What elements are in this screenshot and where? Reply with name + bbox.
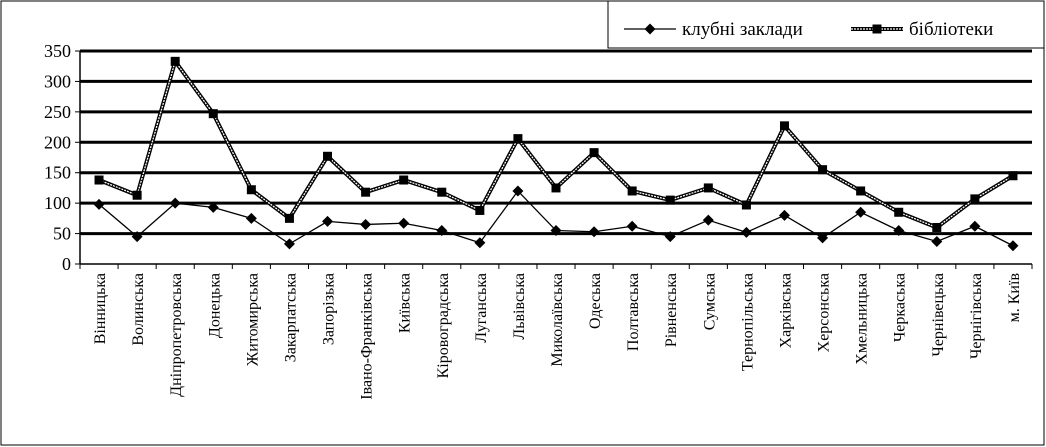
series-markers [93, 56, 1019, 252]
x-tick-label: Рівненська [663, 273, 680, 347]
data-point [894, 207, 904, 217]
data-point [436, 225, 448, 237]
data-point [1008, 171, 1018, 181]
x-tick-label: Харківська [777, 273, 794, 348]
data-point [1007, 240, 1019, 252]
x-tick-label: Черкаська [892, 273, 909, 342]
data-point [94, 175, 104, 185]
data-point [322, 215, 334, 227]
data-point [170, 56, 180, 66]
data-point [932, 222, 942, 232]
x-tick-label: Київська [397, 273, 414, 333]
y-tick-label: 100 [44, 193, 71, 213]
y-tick-label: 0 [62, 254, 71, 274]
gridlines [80, 49, 1032, 236]
x-tick-label: Луганська [473, 273, 490, 343]
y-tick-label: 300 [44, 71, 71, 91]
data-point [93, 198, 105, 210]
y-tick-label: 150 [44, 163, 71, 183]
x-tick-label: Одеська [587, 273, 604, 329]
data-point [551, 183, 561, 193]
data-point [703, 183, 713, 193]
x-tick-label: Чернігівська [968, 273, 985, 359]
data-point [474, 237, 486, 249]
legend-label: клубні заклади [682, 19, 803, 40]
data-point [169, 197, 181, 209]
data-point [702, 214, 714, 226]
data-point [323, 151, 333, 161]
y-tick-label: 50 [53, 224, 71, 244]
data-point [283, 238, 295, 250]
x-tick-label: Запорізька [321, 273, 338, 345]
data-point [741, 200, 751, 210]
data-point [513, 134, 523, 144]
data-point [818, 165, 828, 175]
legend: клубні заклади бібліотеки [607, 0, 1045, 49]
data-point [284, 213, 294, 223]
data-point [589, 148, 599, 158]
data-point [740, 226, 752, 238]
data-point [893, 225, 905, 237]
data-point [627, 186, 637, 196]
data-point [475, 205, 485, 215]
data-point [856, 186, 866, 196]
legend-marker [872, 24, 882, 34]
data-point [550, 225, 562, 237]
data-point [437, 187, 447, 197]
data-point [778, 209, 790, 221]
data-point [664, 231, 676, 243]
x-tick-label: Сумська [701, 273, 718, 330]
data-point [360, 218, 372, 230]
data-point [208, 109, 218, 119]
x-tick-label: Донецька [206, 273, 223, 338]
x-tick-label: Миколаївська [549, 273, 566, 367]
axes [75, 50, 1033, 269]
data-point [665, 195, 675, 205]
x-tick-label: Полтавська [625, 273, 642, 351]
x-tick-label: Херсонська [816, 273, 833, 352]
y-tick-label: 350 [44, 41, 71, 61]
x-tick-label: Вінницька [92, 273, 109, 344]
y-tick-label: 250 [44, 102, 71, 122]
data-point [817, 232, 829, 244]
legend-label: бібліотеки [909, 19, 993, 40]
legend-box [607, 0, 1045, 49]
x-tick-label: Тернопільська [739, 273, 756, 371]
data-point [398, 217, 410, 229]
x-tick-label: Львівська [511, 273, 528, 340]
x-tick-labels: Вінницька Волинська Дніпропетровська Донець… [92, 273, 1023, 400]
x-tick-label: Житомирська [244, 273, 261, 366]
data-point [131, 231, 143, 243]
legend-marker [644, 23, 656, 35]
data-point [588, 226, 600, 238]
x-tick-label: Закарпатська [282, 273, 299, 362]
x-tick-label: Дніпропетровська [168, 273, 185, 397]
data-point [931, 235, 943, 247]
data-point [246, 185, 256, 195]
data-point [207, 201, 219, 213]
x-tick-label: Івано-Франківська [359, 273, 376, 400]
x-tick-label: м. Київ [1006, 273, 1023, 323]
x-tick-label: Чернівецька [930, 273, 947, 357]
data-point [626, 220, 638, 232]
data-point [855, 206, 867, 218]
y-tick-labels: 0 50 100 150 200 250 300 350 [44, 41, 71, 274]
y-tick-label: 200 [44, 132, 71, 152]
x-tick-label: Хмельницька [854, 273, 871, 365]
x-tick-label: Кіровоградська [435, 273, 452, 378]
data-point [970, 194, 980, 204]
data-point [969, 220, 981, 232]
data-point [512, 185, 524, 197]
data-point [399, 175, 409, 185]
data-point [779, 121, 789, 131]
data-point [132, 190, 142, 200]
data-point [361, 187, 371, 197]
data-point [245, 212, 257, 224]
x-tick-label: Волинська [130, 273, 147, 346]
